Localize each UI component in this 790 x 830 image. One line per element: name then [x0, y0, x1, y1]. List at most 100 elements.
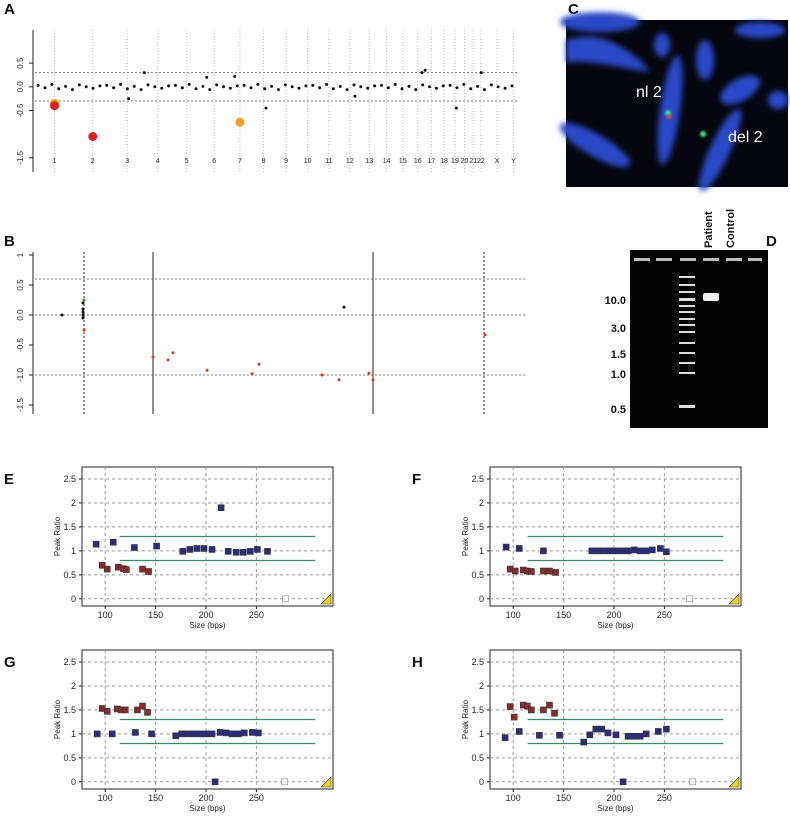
- point: [352, 83, 356, 87]
- point: [200, 545, 208, 552]
- point: [528, 568, 535, 575]
- point: [511, 567, 519, 575]
- point: [337, 378, 341, 382]
- y-tick-label: 2.5: [63, 474, 76, 484]
- y-tick-label: 0.5: [471, 753, 484, 763]
- y-axis-label: Peak Ratio: [53, 699, 62, 739]
- point: [77, 83, 81, 87]
- point: [179, 548, 187, 555]
- fish-label: nl 2: [636, 84, 662, 101]
- point: [342, 305, 346, 309]
- point: [249, 86, 253, 90]
- point: [367, 371, 371, 375]
- point: [353, 94, 357, 98]
- point: [619, 778, 627, 786]
- panel-label: B: [4, 233, 15, 250]
- point: [81, 307, 85, 311]
- point: [148, 730, 155, 738]
- y-tick-label: -0.5: [16, 103, 25, 117]
- point: [187, 82, 191, 86]
- panel-label: E: [4, 471, 14, 488]
- point: [167, 84, 171, 88]
- point: [190, 730, 198, 738]
- x-tick-label: 2: [91, 158, 95, 165]
- x-tick-label: 11: [325, 158, 332, 165]
- point: [476, 84, 480, 88]
- point: [636, 732, 644, 740]
- fish-label: del 2: [728, 129, 763, 146]
- point: [250, 372, 254, 376]
- fish-image: [559, 12, 788, 192]
- point: [217, 504, 225, 512]
- x-tick-label: 150: [556, 793, 571, 803]
- point: [202, 730, 210, 738]
- x-tick-label: Y: [511, 158, 516, 165]
- y-tick-label: -1.5: [16, 398, 25, 412]
- point: [132, 84, 136, 88]
- point: [290, 85, 294, 89]
- point: [551, 709, 558, 717]
- panel-label: G: [4, 654, 16, 671]
- ladder-label: 1.5: [611, 349, 626, 361]
- y-tick-label: 0.5: [63, 570, 76, 580]
- y-tick-label: 2: [71, 498, 76, 508]
- x-tick-label: 16: [414, 158, 422, 165]
- point: [60, 313, 64, 317]
- x-tick-label: 100: [98, 793, 113, 803]
- point: [663, 725, 670, 733]
- point: [186, 546, 194, 553]
- point: [540, 567, 547, 575]
- x-tick-label: 3: [125, 158, 129, 165]
- corner-icon: [320, 776, 332, 788]
- point: [256, 82, 260, 86]
- x-tick-label: 150: [148, 610, 163, 620]
- lane-label: Control: [725, 209, 737, 248]
- point: [144, 709, 151, 716]
- ladder-label: 0.5: [611, 404, 626, 416]
- point: [270, 84, 274, 88]
- y-tick-label: 2: [71, 681, 76, 691]
- x-tick-label: X: [495, 158, 500, 165]
- point: [91, 86, 95, 90]
- point: [510, 84, 514, 88]
- point: [196, 730, 204, 738]
- x-tick-label: 10: [304, 158, 312, 165]
- point: [281, 778, 288, 786]
- point: [441, 84, 445, 88]
- point: [515, 728, 523, 735]
- y-axis-label: Peak Ratio: [461, 516, 470, 556]
- point: [98, 84, 102, 88]
- point: [338, 84, 342, 88]
- point: [496, 85, 500, 89]
- y-tick-label: 2.5: [471, 657, 484, 667]
- point: [556, 732, 563, 739]
- point: [503, 86, 507, 90]
- point: [109, 538, 117, 546]
- point: [81, 316, 85, 320]
- point: [366, 86, 370, 90]
- point: [64, 84, 68, 88]
- point: [580, 738, 588, 746]
- point: [546, 567, 553, 575]
- point: [546, 701, 553, 709]
- point: [588, 547, 596, 555]
- point: [92, 540, 100, 548]
- x-tick-label: 20: [461, 158, 469, 165]
- point: [172, 732, 180, 740]
- x-tick-label: 250: [249, 793, 264, 803]
- point: [98, 561, 106, 569]
- point: [146, 83, 150, 87]
- point: [304, 84, 308, 88]
- y-tick-label: 0.5: [16, 279, 25, 291]
- y-tick-label: -1.0: [16, 368, 25, 382]
- x-tick-label: 100: [98, 610, 113, 620]
- corner-icon: [320, 593, 332, 605]
- x-axis-label: Size (bps): [189, 621, 225, 630]
- point: [536, 732, 543, 739]
- point: [320, 373, 324, 377]
- y-tick-label: -0.5: [16, 338, 25, 352]
- point: [373, 84, 377, 88]
- x-axis-label: Size (bps): [189, 804, 225, 813]
- point: [216, 729, 224, 736]
- x-tick-label: 100: [506, 793, 521, 803]
